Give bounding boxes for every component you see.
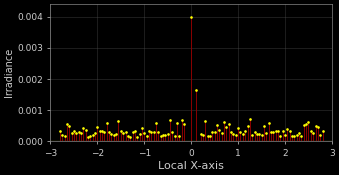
Y-axis label: Irradiance: Irradiance xyxy=(4,48,14,97)
X-axis label: Local X-axis: Local X-axis xyxy=(158,161,224,171)
